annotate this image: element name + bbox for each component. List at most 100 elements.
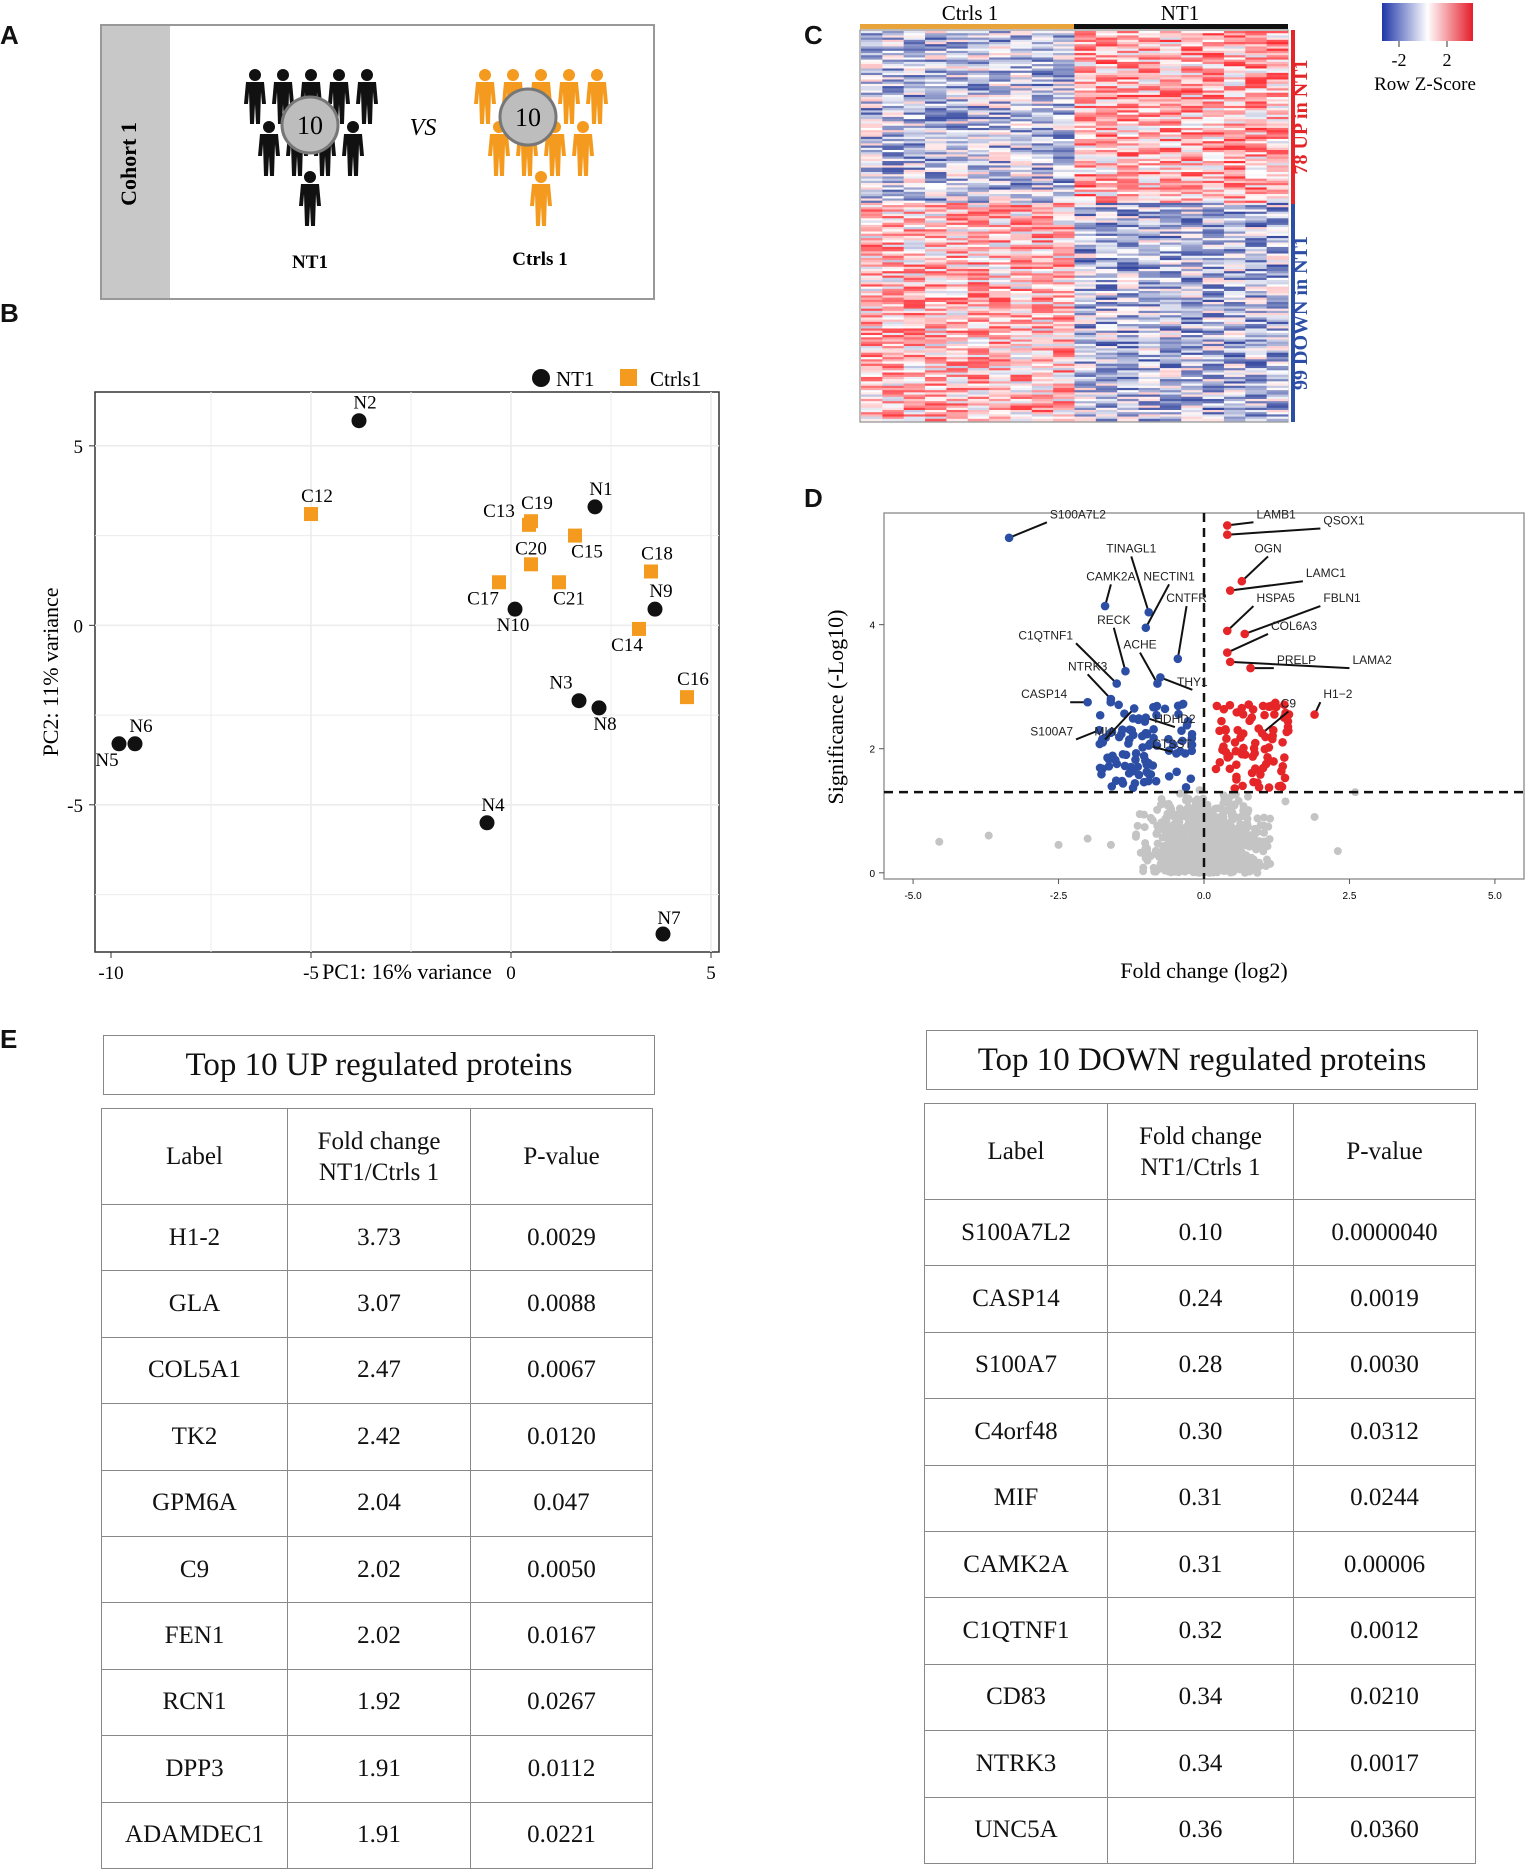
table-cell-label: C1QTNF1 xyxy=(924,1597,1108,1665)
heatmap-cell xyxy=(1245,352,1267,356)
heatmap-cell xyxy=(925,304,947,307)
heatmap-cell xyxy=(1031,328,1054,331)
heatmap-cell xyxy=(989,189,1011,193)
heatmap-cell xyxy=(1095,291,1118,294)
heatmap-cell xyxy=(882,271,904,274)
heatmap-cell xyxy=(925,244,947,248)
heatmap-cell xyxy=(1159,224,1182,228)
heatmap-cell xyxy=(1138,286,1161,290)
volcano-up-point xyxy=(1232,775,1241,784)
heatmap-cell xyxy=(1010,299,1033,303)
heatmap-cell xyxy=(1202,277,1225,281)
heatmap-cell xyxy=(1202,385,1225,389)
heatmap-cell xyxy=(1074,361,1097,365)
heatmap-cell xyxy=(903,165,926,168)
heatmap-cell xyxy=(882,295,904,298)
heatmap-cell xyxy=(1053,35,1075,38)
heatmap-cell xyxy=(1266,72,1289,76)
heatmap-cell xyxy=(1117,273,1139,276)
heatmap-cell xyxy=(903,390,926,393)
heatmap-cell xyxy=(1266,134,1289,138)
heatmap-cell xyxy=(989,198,1011,201)
heatmap-cell xyxy=(1202,110,1225,113)
heatmap-cell xyxy=(882,172,904,175)
heatmap-cell xyxy=(1031,244,1054,248)
heatmap-cell xyxy=(1117,196,1139,199)
heatmap-cell xyxy=(882,101,904,105)
heatmap-cell xyxy=(1074,50,1097,54)
heatmap-cell xyxy=(1095,196,1118,199)
volcano-ns-point xyxy=(1223,842,1232,851)
heatmap-cell xyxy=(1010,240,1033,243)
heatmap-cell xyxy=(1031,154,1054,157)
heatmap-cell xyxy=(1010,202,1033,206)
heatmap-cell xyxy=(1074,372,1097,376)
heatmap-cell xyxy=(861,165,883,168)
heatmap-cell xyxy=(1138,352,1161,356)
heatmap-cell xyxy=(1095,158,1118,162)
heatmap-cell xyxy=(903,304,926,307)
heatmap-cell xyxy=(1159,302,1182,305)
heatmap-cell xyxy=(1074,154,1097,157)
heatmap-cell xyxy=(1202,350,1225,353)
table-cell-fc: 0.36 xyxy=(1107,1796,1294,1864)
heatmap-cell xyxy=(1074,44,1097,47)
heatmap-cell xyxy=(1095,50,1118,54)
volcano-ns-point xyxy=(1234,860,1243,869)
heatmap-cell xyxy=(882,284,904,287)
heatmap-cell xyxy=(1202,163,1225,166)
heatmap-cell xyxy=(1138,108,1161,111)
heatmap-cell xyxy=(925,341,947,345)
heatmap-cell xyxy=(925,396,947,400)
heatmap-cell xyxy=(989,414,1011,417)
heatmap-cell xyxy=(1202,152,1225,155)
heatmap-cell xyxy=(1138,324,1161,327)
heatmap-cell xyxy=(1074,196,1097,199)
heatmap-cell xyxy=(1074,147,1097,151)
heatmap-cell xyxy=(1202,304,1225,307)
heatmap-cell xyxy=(1074,167,1097,171)
volcano-ns-point xyxy=(1219,806,1228,815)
heatmap-cell xyxy=(1031,363,1054,367)
heatmap-cell xyxy=(1031,304,1054,307)
heatmap-cell xyxy=(1010,134,1033,138)
heatmap-cell xyxy=(882,412,904,415)
heatmap-cell xyxy=(1245,297,1267,301)
heatmap-cell xyxy=(1095,92,1118,96)
volcano-ns-point xyxy=(1135,810,1144,819)
heatmap-cell xyxy=(1223,90,1246,93)
heatmap-cell xyxy=(1053,244,1075,248)
heatmap-cell xyxy=(882,282,904,285)
heatmap-cell xyxy=(1181,147,1203,151)
heatmap-cell xyxy=(861,66,883,69)
volcano-point-label: NTRK3 xyxy=(1068,659,1108,673)
heatmap-cell xyxy=(1053,352,1075,356)
heatmap-cell xyxy=(861,75,883,78)
heatmap-cell xyxy=(967,220,990,223)
heatmap-cell xyxy=(1031,185,1054,188)
heatmap-cell xyxy=(1202,288,1225,292)
heatmap-cell xyxy=(1074,77,1097,80)
heatmap-cell xyxy=(1010,383,1033,387)
heatmap-cell xyxy=(1138,125,1161,129)
heatmap-cell xyxy=(903,335,926,338)
heatmap-cell xyxy=(1202,48,1225,52)
heatmap-cell xyxy=(925,86,947,89)
heatmap-cell xyxy=(1181,81,1203,85)
heatmap-cell xyxy=(1010,350,1033,353)
heatmap-cell xyxy=(1117,55,1139,58)
heatmap-cell xyxy=(1074,231,1097,235)
heatmap-cell xyxy=(967,235,990,239)
heatmap-cell xyxy=(1138,165,1161,168)
heatmap-cell xyxy=(1266,394,1289,398)
heatmap-cell xyxy=(1181,61,1203,65)
heatmap-cell xyxy=(925,216,947,219)
heatmap-cell xyxy=(1181,121,1203,124)
heatmap-cell xyxy=(1181,174,1203,177)
heatmap-cell xyxy=(1181,57,1203,60)
heatmap-cell xyxy=(1223,81,1246,85)
volcano-point-label: HSPA5 xyxy=(1256,591,1295,605)
heatmap-cell xyxy=(861,37,883,41)
heatmap-cell xyxy=(1117,372,1139,376)
heatmap-cell xyxy=(1117,46,1139,49)
